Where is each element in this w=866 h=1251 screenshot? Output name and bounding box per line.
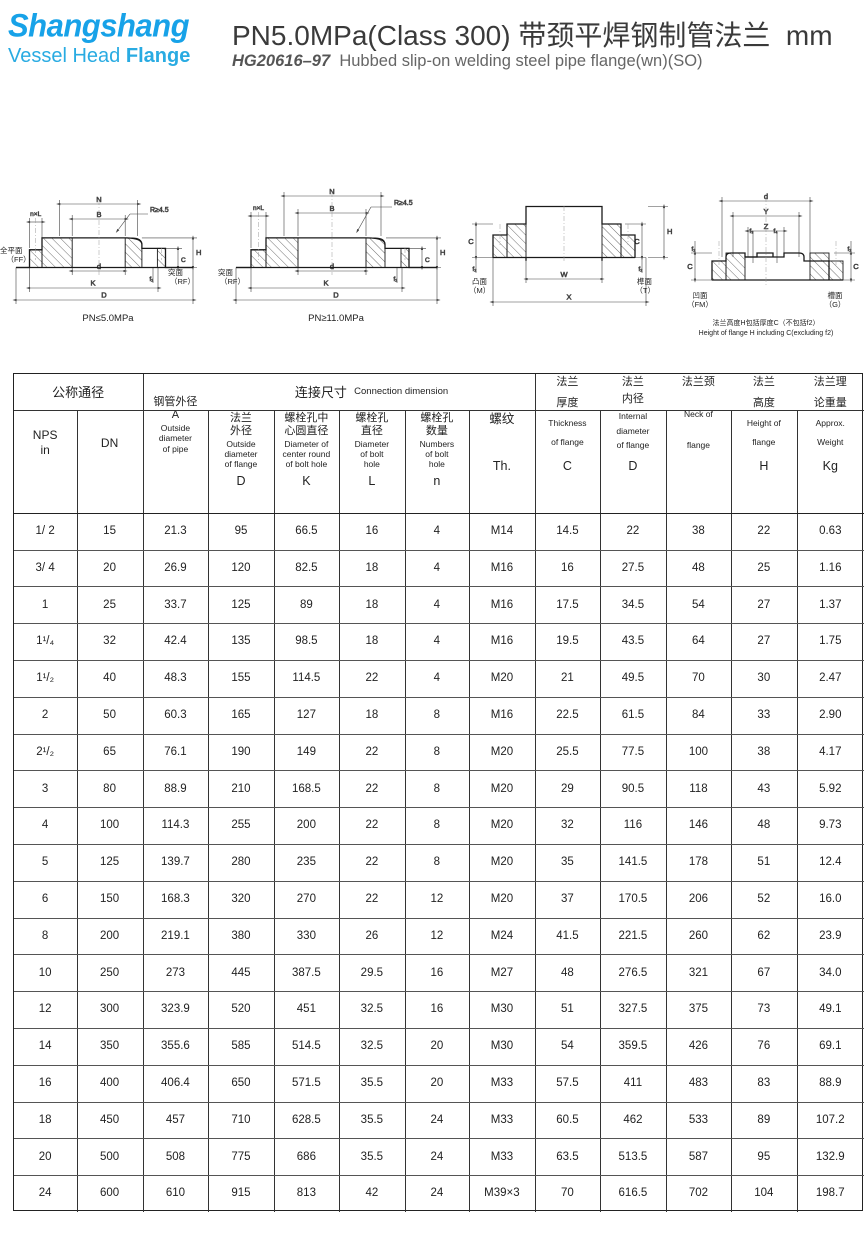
svg-text:H: H <box>440 248 445 257</box>
svg-text:C: C <box>853 262 859 271</box>
svg-text:突面: 突面 <box>168 267 183 277</box>
svg-text:R≥4.5: R≥4.5 <box>150 207 169 214</box>
svg-text:（RF）: （RF） <box>170 277 195 286</box>
svg-text:PN≤5.0MPa: PN≤5.0MPa <box>82 313 134 324</box>
svg-text:f₂: f₂ <box>692 247 697 253</box>
svg-text:n×L: n×L <box>253 205 264 212</box>
svg-text:（G）: （G） <box>825 300 846 309</box>
svg-text:H: H <box>667 227 672 236</box>
svg-text:凸面: 凸面 <box>472 277 487 286</box>
svg-text:W: W <box>560 270 568 279</box>
svg-text:（M）: （M） <box>469 286 490 295</box>
svg-text:Height of flange H including C: Height of flange H including C(excluding… <box>699 330 834 337</box>
svg-text:D: D <box>333 291 339 300</box>
svg-text:n×L: n×L <box>30 211 41 218</box>
svg-text:f₂: f₂ <box>848 247 853 253</box>
svg-text:（FM）: （FM） <box>687 300 713 309</box>
svg-text:PN≥11.0MPa: PN≥11.0MPa <box>308 313 364 324</box>
svg-text:H: H <box>196 248 201 257</box>
svg-text:（FF）: （FF） <box>7 255 31 264</box>
svg-text:f₁: f₁ <box>150 277 154 283</box>
svg-text:X: X <box>566 293 571 302</box>
svg-text:C: C <box>468 237 474 246</box>
svg-text:凹面: 凹面 <box>693 291 708 300</box>
svg-text:C: C <box>425 257 430 264</box>
svg-text:槽面: 槽面 <box>828 290 843 300</box>
svg-text:（T）: （T） <box>635 286 655 295</box>
svg-text:法兰高度H包括厚度C（不包括f2）: 法兰高度H包括厚度C（不包括f2） <box>713 318 820 327</box>
svg-text:C: C <box>181 257 186 264</box>
svg-text:榫面: 榫面 <box>637 276 652 286</box>
svg-text:突面: 突面 <box>218 267 233 277</box>
svg-text:全平面: 全平面 <box>0 245 23 255</box>
svg-text:f₂: f₂ <box>473 267 478 273</box>
svg-text:K: K <box>90 279 95 288</box>
svg-text:C: C <box>687 262 693 271</box>
svg-text:R≥4.5: R≥4.5 <box>394 200 413 207</box>
svg-text:K: K <box>323 279 328 288</box>
svg-text:f₃: f₃ <box>750 229 755 235</box>
svg-text:f₂: f₂ <box>639 267 644 273</box>
svg-text:（RF）: （RF） <box>220 277 245 286</box>
svg-text:D: D <box>101 291 107 300</box>
svg-text:f₄: f₄ <box>774 229 779 235</box>
svg-text:f₁: f₁ <box>394 277 398 283</box>
